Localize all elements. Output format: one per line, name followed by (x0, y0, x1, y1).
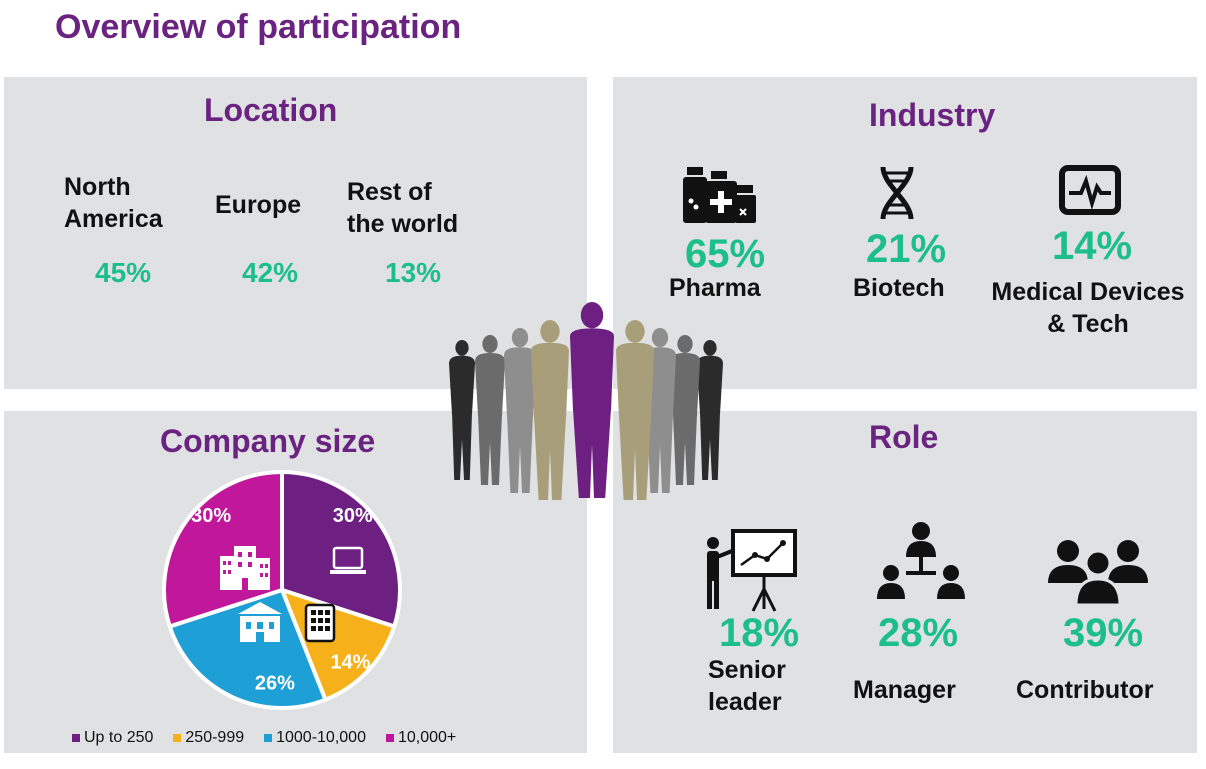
org-chart-icon (877, 522, 965, 599)
location-pct-north-america: 45% (95, 257, 152, 288)
person-silhouette (504, 328, 536, 493)
industry-pct-pharma: 65% (685, 232, 766, 276)
city-buildings-icon (220, 546, 270, 590)
legend-swatch (173, 734, 182, 742)
school-building-icon (238, 602, 282, 642)
industry-pct-medical: 14% (1052, 224, 1133, 268)
pie-label-10-000-: 30% (191, 505, 231, 527)
industry-label-medical: Medical Devices & Tech (991, 278, 1185, 338)
legend-swatch (72, 734, 80, 742)
legend-swatch (264, 734, 273, 742)
pie-slice-1000-10-000 (167, 587, 329, 710)
role-pct-manager: 28% (878, 611, 959, 655)
office-building-icon (304, 603, 336, 643)
role-pct-senior-leader: 18% (719, 611, 800, 655)
location-label-europe: Europe (215, 191, 302, 219)
industry-panel: Industry 65% 21% 14% Pharma Biotech Medi… (613, 77, 1197, 389)
legend-item: 10,000+ (385, 729, 456, 747)
person-silhouette (449, 340, 475, 480)
role-label-manager: Manager (853, 676, 956, 704)
location-panel: Location North America Europe Rest of the … (4, 77, 587, 389)
company-size-pie-chart: 30% 14% 26% 30% (162, 469, 402, 710)
laptop-icon (330, 546, 366, 574)
industry-title: Industry (869, 97, 996, 133)
presentation-icon (707, 529, 797, 612)
industry-pct-biotech: 21% (866, 227, 947, 271)
company-size-legend: Up to 250 250-999 1000-10,000 10,000+ (72, 729, 456, 747)
company-size-title: Company size (160, 423, 376, 459)
person-silhouette (475, 335, 505, 485)
pie-label-1000-10-000: 26% (255, 673, 295, 695)
person-silhouette (616, 320, 654, 500)
role-label-senior-leader: Senior leader (708, 656, 786, 716)
legend-item: 1000-10,000 (264, 729, 366, 747)
page-title: Overview of participation (55, 8, 462, 46)
role-title: Role (869, 419, 939, 455)
person-silhouette (531, 320, 569, 500)
legend-item: Up to 250 (72, 729, 153, 747)
location-label-north-america: North America (64, 173, 163, 233)
person-silhouette (570, 302, 614, 498)
pie-label-up-to-250: 30% (333, 505, 373, 527)
location-label-rest-of-world: Rest of the world (347, 178, 459, 238)
person-silhouette (670, 335, 700, 485)
legend-swatch (385, 734, 394, 742)
role-pct-contributor: 39% (1063, 611, 1144, 655)
location-pct-europe: 42% (242, 257, 299, 288)
location-pct-rest-of-world: 13% (385, 257, 442, 288)
heart-monitor-icon (1059, 165, 1121, 215)
people-silhouettes-illustration (449, 302, 723, 500)
industry-label-biotech: Biotech (853, 274, 945, 302)
pie-label-250-999: 14% (330, 651, 370, 673)
legend-item: 250-999 (173, 729, 244, 747)
medicine-bottles-icon (683, 167, 756, 223)
industry-label-pharma: Pharma (669, 274, 761, 302)
person-silhouette (697, 340, 723, 480)
team-icon (1048, 540, 1148, 607)
dna-icon (880, 166, 914, 220)
role-label-contributor: Contributor (1016, 676, 1154, 704)
role-panel: Role 18% 28% 39% Senior leader Manager (613, 411, 1197, 753)
location-title: Location (204, 92, 338, 128)
